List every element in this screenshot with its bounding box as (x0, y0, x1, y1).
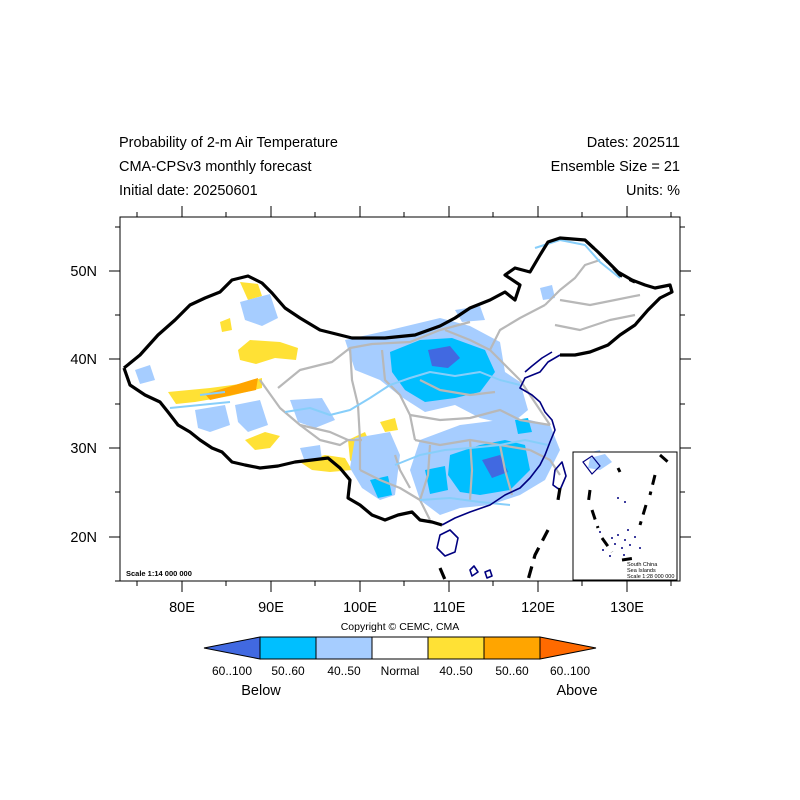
rivers (169, 239, 621, 506)
lat-tick-label: 20N (70, 530, 97, 546)
forecast-dates: Dates: 202511 (586, 135, 680, 151)
legend-swatch-below-60-100 (203, 636, 261, 660)
axis-ticks (109, 206, 691, 592)
lat-tick-label: 30N (70, 441, 97, 457)
initial-date: Initial date: 20250601 (119, 183, 258, 199)
lat-tick-label: 40N (70, 352, 97, 368)
national-border (122, 236, 674, 370)
inset-label-line2: Sea Islands (627, 568, 656, 574)
disputed-border-dashed (438, 238, 636, 581)
model-name: CMA-CPSv3 monthly forecast (119, 159, 312, 175)
legend-swatch-below-50-60 (259, 636, 317, 660)
map-title: Probability of 2-m Air Temperature (119, 135, 338, 151)
lon-tick-label: 100E (343, 600, 377, 616)
legend-label: 50..60 (271, 664, 305, 678)
ensemble-size: Ensemble Size = 21 (550, 159, 680, 175)
legend-colorbar (203, 636, 597, 660)
legend-above-label: Above (556, 683, 597, 699)
south-china-sea-inset: South China Sea Islands Scale 1:28 000 0… (572, 451, 678, 581)
units-label: Units: % (626, 183, 680, 199)
southwest-border (122, 367, 443, 527)
legend-swatch-below-40-50 (315, 636, 373, 660)
map-layers (122, 236, 674, 581)
below-normal-60-100-areas (428, 346, 508, 478)
lon-tick-label: 90E (258, 600, 284, 616)
lon-tick-label: 130E (610, 600, 644, 616)
legend-label: 60..100 (550, 664, 590, 678)
legend-swatch-above-40-50 (427, 636, 485, 660)
lon-tick-label: 120E (521, 600, 555, 616)
legend-swatch-above-60-100 (539, 636, 597, 660)
lat-tick-label: 50N (70, 264, 97, 280)
below-normal-50-60-areas (370, 338, 532, 498)
legend-swatch-above-50-60 (483, 636, 541, 660)
legend-below-label: Below (241, 683, 281, 699)
inset-scale: Scale 1:28 000 000 (627, 574, 674, 580)
lon-tick-label: 110E (433, 600, 466, 616)
legend-label: 60..100 (212, 664, 252, 678)
legend-label: 50..60 (495, 664, 529, 678)
copyright-note: Copyright © CEMC, CMA (341, 621, 460, 633)
legend-swatch-normal (371, 636, 429, 660)
map-scale: Scale 1:14 000 000 (126, 569, 192, 578)
province-boundaries (259, 258, 641, 521)
lon-tick-label: 80E (169, 600, 195, 616)
legend-label: 40..50 (439, 664, 473, 678)
coastline (436, 351, 567, 579)
above-normal-50-60-areas (205, 378, 258, 400)
legend-label: Normal (381, 664, 420, 678)
legend-label: 40..50 (327, 664, 361, 678)
inset-label-line1: South China (627, 562, 658, 568)
